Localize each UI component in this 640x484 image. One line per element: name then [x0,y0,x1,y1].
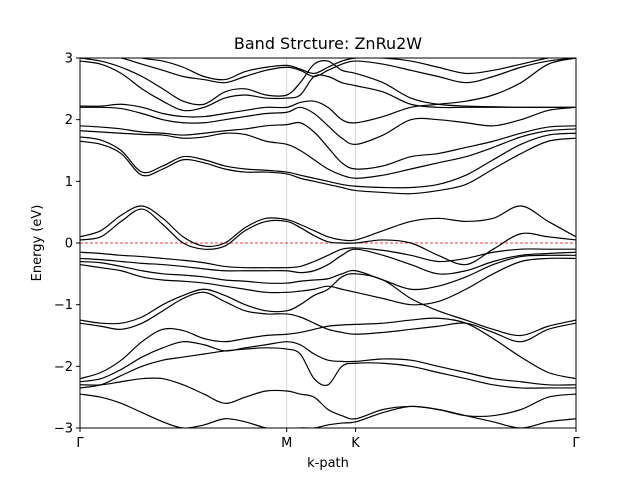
y-tick-label-2: −1 [54,298,73,313]
x-tick-label-0: Γ [76,436,84,451]
x-axis-label: k-path [307,456,349,471]
band-5 [80,291,576,343]
x-tick-label-2: K [351,436,360,451]
band-15 [80,128,576,179]
band-17 [80,106,576,145]
band-2 [80,347,576,389]
band-11 [80,205,576,248]
band-20 [80,58,576,108]
band-12 [80,208,576,266]
band-18 [80,58,576,124]
band-22 [139,58,553,81]
y-axis-label: Energy (eV) [30,205,45,282]
y-tick-label-1: −2 [54,360,73,375]
band-13 [80,137,576,195]
band-19 [80,60,576,112]
bands [80,58,576,428]
chart-title: Band Strcture: ZnRu2W [234,34,422,53]
x-tick-label-3: Γ [572,436,580,451]
band-3 [80,340,576,386]
band-8 [80,254,576,291]
band-16 [80,121,576,170]
y-axis-ticks: −3 −2 −1 0 1 2 3 [54,52,80,437]
band-7 [80,257,576,306]
x-tick-label-1: M [281,436,292,451]
y-tick-label-5: 2 [65,113,73,128]
y-tick-label-4: 1 [65,175,73,190]
band-14 [80,132,576,189]
band-1 [80,377,576,420]
y-tick-label-0: −3 [54,422,73,437]
y-tick-label-3: 0 [65,237,73,252]
band-9 [80,248,576,275]
band-10 [80,247,576,269]
band-6 [80,273,576,337]
y-tick-label-6: 3 [65,52,73,67]
band-21 [118,58,576,84]
